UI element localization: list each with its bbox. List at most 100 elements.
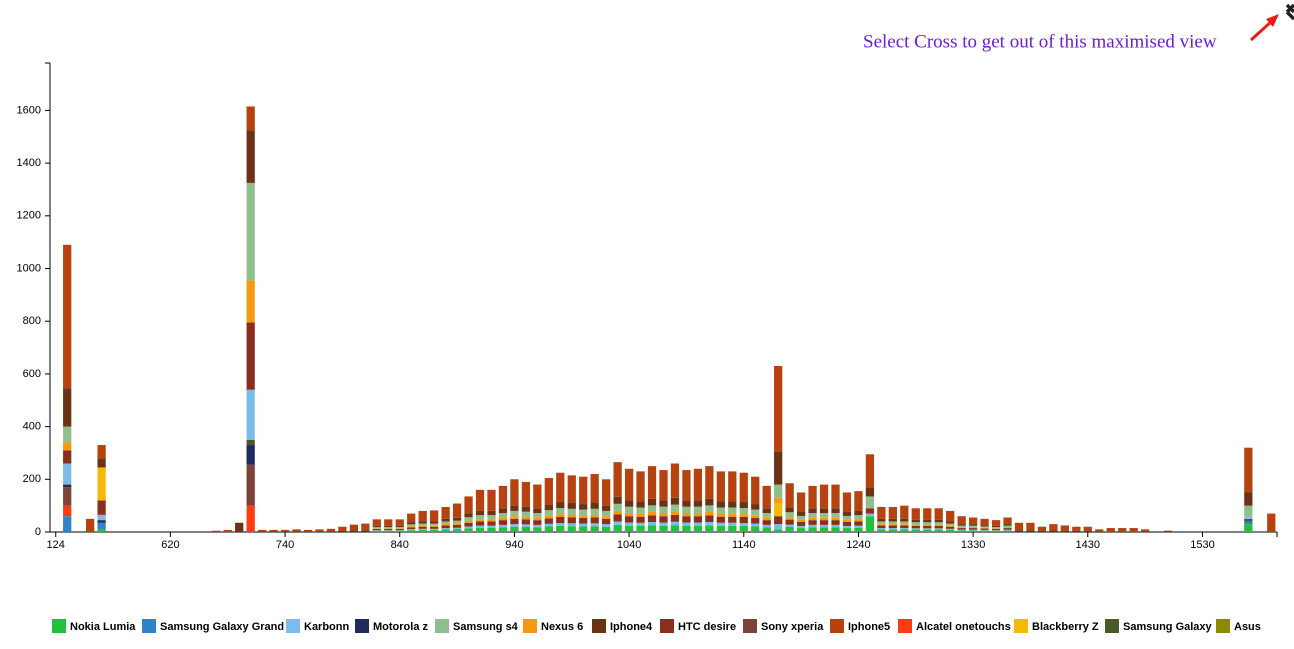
bar-segment [247, 280, 255, 322]
bar-segment [912, 525, 920, 526]
legend-swatch [1014, 619, 1028, 633]
bar-segment [740, 508, 748, 514]
legend-label: Nexus 6 [541, 621, 583, 633]
close-button[interactable] [1287, 5, 1294, 19]
bar-segment [980, 525, 988, 526]
bar-segment [1130, 528, 1138, 531]
bar-segment [866, 487, 874, 496]
bar-segment [694, 516, 702, 522]
bar-segment [602, 519, 610, 524]
bar-segment [258, 530, 266, 532]
bar-segment [808, 513, 816, 518]
bar-segment [980, 529, 988, 530]
bar-segment [808, 486, 816, 508]
bar-segment [568, 518, 576, 524]
bar-segment [487, 511, 495, 515]
bar-segment [877, 521, 885, 524]
bar-segment [717, 471, 725, 501]
bar-segment [350, 525, 358, 531]
bar-segment [935, 522, 943, 524]
bar-segment [843, 522, 851, 526]
bar-segment [946, 530, 954, 532]
bar-segment [751, 515, 759, 518]
bar-segment [396, 529, 404, 530]
bar-segment [740, 502, 748, 508]
bar-segment [579, 515, 587, 518]
bar-segment [969, 526, 977, 528]
bar-segment [774, 485, 782, 498]
x-tick-label: 940 [505, 539, 523, 551]
bar-segment [247, 506, 255, 532]
legend-swatch [1105, 619, 1119, 633]
bar-segment [396, 519, 404, 525]
bar-segment [97, 467, 105, 500]
bar-segment [671, 511, 679, 514]
bar-segment [556, 473, 564, 502]
bar-segment [751, 477, 759, 504]
x-tick-label: 1240 [846, 539, 870, 551]
bar-segment [1003, 524, 1011, 526]
bar-segment [579, 526, 587, 532]
bar-segment [728, 471, 736, 501]
bar-segment [579, 510, 587, 516]
bar-segment [625, 523, 633, 526]
bar-segment [877, 507, 885, 519]
bar-segment [705, 515, 713, 522]
bar-segment [831, 508, 839, 513]
x-tick-label: 1530 [1190, 539, 1214, 551]
bar-segment [682, 526, 690, 532]
bar-segment [682, 513, 690, 516]
bar-segment [373, 531, 381, 532]
bar-segment [877, 519, 885, 522]
y-tick-label: 1000 [17, 262, 41, 274]
legend-item: Nokia Lumia [52, 619, 136, 633]
y-tick-label: 1600 [17, 104, 41, 116]
bar-segment [430, 527, 438, 529]
bar-segment [820, 518, 828, 520]
bar-segment [786, 525, 794, 527]
bar-segment [659, 507, 667, 513]
bar-segment [441, 524, 449, 525]
bar-segment [1003, 530, 1011, 532]
bar-segment [1244, 521, 1252, 524]
bar-segment [568, 526, 576, 532]
bar-segment [992, 526, 1000, 527]
legend-swatch [435, 619, 449, 633]
bar-segment [247, 106, 255, 130]
bar-segment [636, 517, 644, 523]
bar-segment [602, 506, 610, 511]
bar-segment [350, 530, 358, 532]
bar-segment [946, 524, 954, 526]
bar-segment [247, 465, 255, 506]
bar-segment [247, 440, 255, 445]
bar-segment [889, 529, 897, 532]
bar-segment [900, 525, 908, 528]
bar-segment [763, 486, 771, 508]
bar-segment [717, 514, 725, 517]
bar-segment [786, 517, 794, 519]
bar-segment [671, 525, 679, 532]
bar-segment [419, 529, 427, 530]
bar-segment [740, 517, 748, 523]
bar-segment [694, 500, 702, 506]
bar-segment [63, 450, 71, 463]
bar-segment [63, 485, 71, 488]
bar-segment [419, 524, 427, 526]
bar-segment [510, 516, 518, 519]
bar-segment [292, 531, 300, 532]
bar-segment [1038, 527, 1046, 531]
legend-label: Asus [1234, 621, 1261, 633]
bar-segment [717, 526, 725, 532]
bar-segment [843, 528, 851, 532]
bar-segment [1118, 528, 1126, 531]
bar-segment [923, 525, 931, 526]
legend-swatch [743, 619, 757, 633]
bar-segment [786, 483, 794, 507]
bar-segment [854, 515, 862, 519]
bar-segment [705, 505, 713, 512]
bar-segment [1015, 523, 1023, 530]
bar-segment [545, 478, 553, 505]
bar-segment [384, 528, 392, 529]
bar-segment [866, 454, 874, 487]
